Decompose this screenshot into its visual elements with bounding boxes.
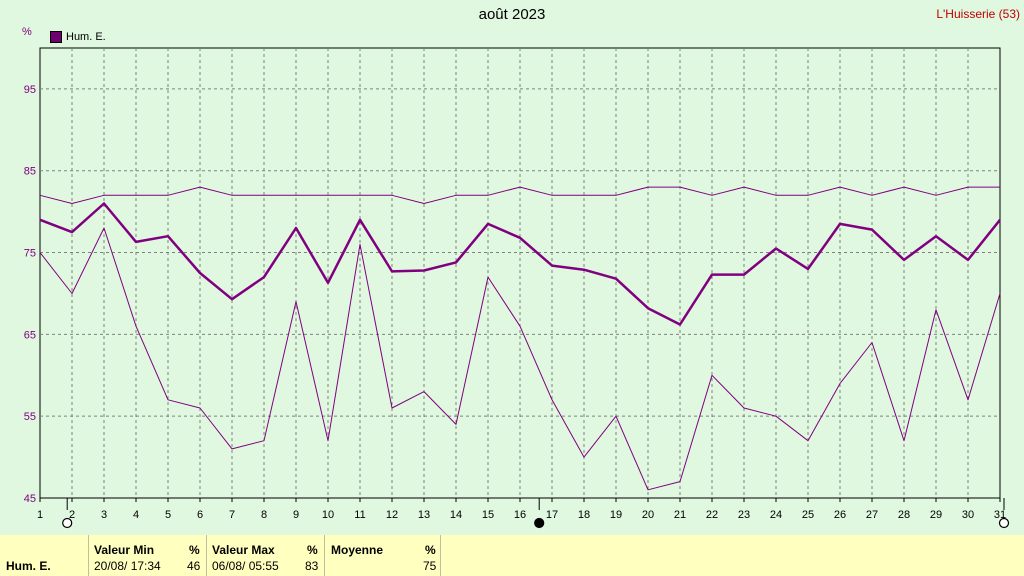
x-tick-label: 27 [866,509,878,521]
x-tick-label: 21 [674,509,686,521]
x-tick-label: 23 [738,509,750,521]
x-tick-label: 20 [642,509,654,521]
summary-min-cell: Valeur Min % 20/08/ 17:34 46 [88,535,207,576]
avg-header: Moyenne [331,543,384,557]
x-tick-label: 28 [898,509,910,521]
x-tick-label: 4 [133,509,139,521]
x-tick-label: 11 [354,509,365,521]
legend-swatch [50,31,62,43]
x-tick-label: 15 [482,509,494,521]
summary-max-cell: Valeur Max % 06/08/ 05:55 83 [206,535,325,576]
min-header: Valeur Min [94,543,155,557]
series-line-mean [39,202,1001,326]
y-tick-label: 45 [24,493,36,505]
summary-panel: Hum. E. Valeur Min % 20/08/ 17:34 46 Val… [0,535,1024,576]
x-tick-label: 10 [322,509,334,521]
summary-label-cell: Hum. E. [0,535,88,576]
x-tick-label: 22 [706,509,718,521]
y-tick-label: 85 [24,166,36,178]
avg-value: 75 [423,559,437,573]
x-tick-label: 6 [197,509,203,521]
series-line-min [39,227,1001,491]
x-tick-label: 12 [386,509,398,521]
min-value: 46 [187,559,201,573]
min-date: 20/08/ 17:34 [94,559,161,573]
x-tick-label: 18 [578,509,590,521]
x-tick-label: 29 [930,509,942,521]
series-line-max [39,186,1000,204]
x-tick-label: 19 [610,509,622,521]
new-moon-icon [534,517,545,529]
x-tick-label: 3 [101,509,107,521]
x-tick-label: 16 [514,509,526,521]
y-tick-label: 55 [24,411,36,423]
min-unit: % [189,543,200,557]
x-tick-label: 1 [37,509,43,521]
summary-avg-cell: Moyenne % 75 [324,535,441,576]
x-tick-label: 9 [293,509,299,521]
y-axis-unit: % [22,26,32,38]
avg-unit: % [425,543,436,557]
legend: Hum. E. [50,31,106,43]
max-date: 06/08/ 05:55 [212,559,279,573]
x-tick-label: 2 [69,509,75,521]
x-tick-label: 8 [261,509,267,521]
x-tick-label: 17 [546,509,558,521]
full-moon-icon [62,517,73,529]
x-tick-label: 14 [450,509,462,521]
summary-series-label: Hum. E. [6,559,51,573]
station-name: L'Huisserie (53) [936,7,1020,21]
y-tick-label: 95 [24,84,36,96]
max-unit: % [307,543,318,557]
legend-label: Hum. E. [66,31,106,43]
x-tick-label: 24 [770,509,782,521]
y-tick-label: 65 [24,329,36,341]
x-tick-label: 7 [229,509,235,521]
y-tick-label: 75 [24,248,36,260]
full-moon-icon [998,517,1010,529]
x-tick-label: 26 [834,509,846,521]
x-tick-label: 30 [962,509,974,521]
max-header: Valeur Max [212,543,275,557]
max-value: 83 [305,559,319,573]
x-tick-label: 5 [165,509,171,521]
x-tick-label: 25 [802,509,814,521]
chart-title: août 2023 [478,6,546,23]
x-tick-label: 13 [418,509,430,521]
summary-empty-cell [440,535,1024,576]
